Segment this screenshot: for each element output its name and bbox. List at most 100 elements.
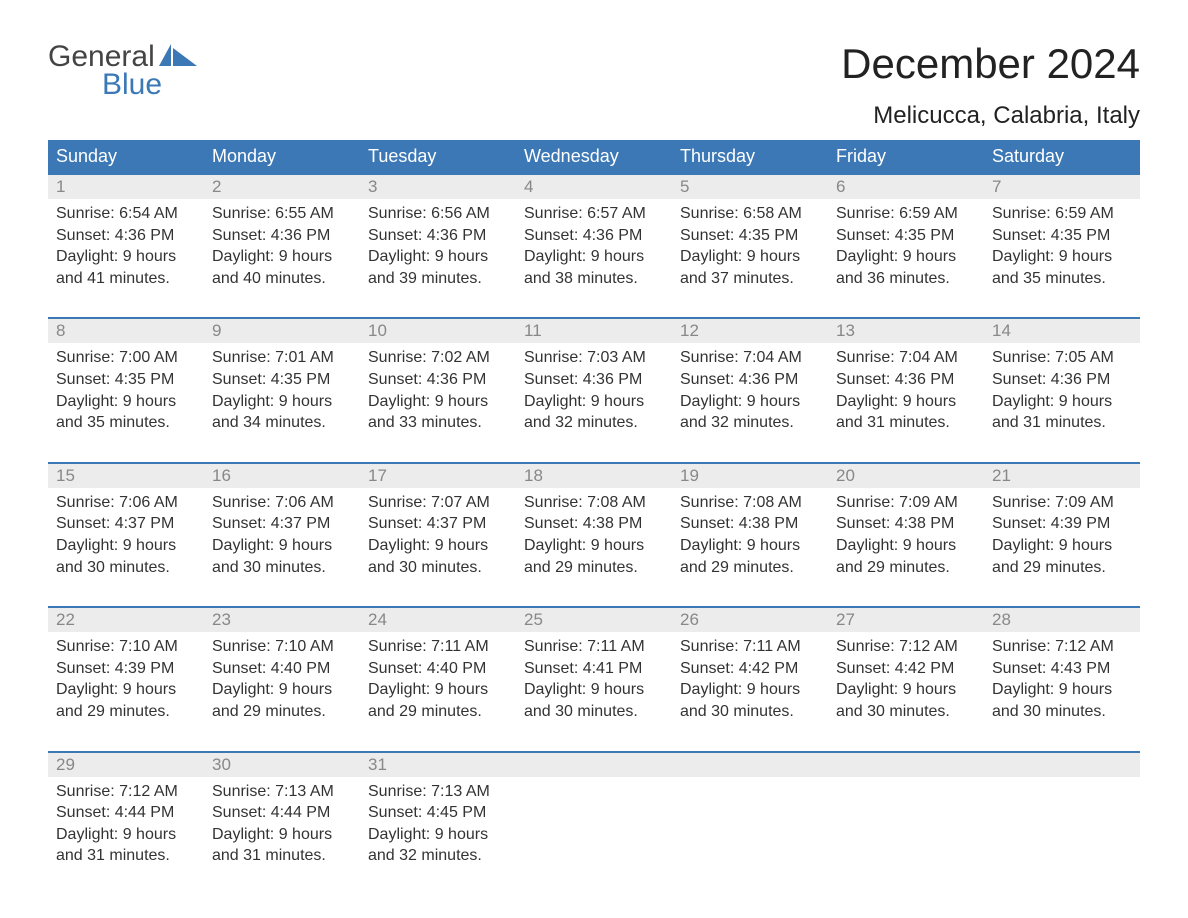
sunset-line: Sunset: 4:36 PM (680, 369, 820, 391)
day-cell: Sunrise: 7:06 AMSunset: 4:37 PMDaylight:… (48, 488, 204, 588)
day-number: 4 (516, 175, 672, 199)
day-number (828, 753, 984, 777)
day-cell (984, 777, 1140, 877)
sunrise-line: Sunrise: 6:55 AM (212, 203, 352, 225)
daylight-line-2: and 31 minutes. (212, 845, 352, 867)
sunset-line: Sunset: 4:37 PM (56, 513, 196, 535)
daynum-row: 891011121314 (48, 319, 1140, 343)
day-number: 29 (48, 753, 204, 777)
day-cell: Sunrise: 7:01 AMSunset: 4:35 PMDaylight:… (204, 343, 360, 443)
day-cell: Sunrise: 7:02 AMSunset: 4:36 PMDaylight:… (360, 343, 516, 443)
day-number: 11 (516, 319, 672, 343)
day-number: 18 (516, 464, 672, 488)
sunset-line: Sunset: 4:35 PM (992, 225, 1132, 247)
daylight-line-1: Daylight: 9 hours (56, 535, 196, 557)
daylight-line-2: and 32 minutes. (680, 412, 820, 434)
daylight-line-1: Daylight: 9 hours (56, 246, 196, 268)
sunset-line: Sunset: 4:35 PM (56, 369, 196, 391)
sunrise-line: Sunrise: 7:04 AM (836, 347, 976, 369)
daylight-line-2: and 30 minutes. (368, 557, 508, 579)
week-row: 15161718192021Sunrise: 7:06 AMSunset: 4:… (48, 462, 1140, 588)
sunset-line: Sunset: 4:42 PM (680, 658, 820, 680)
day-cell: Sunrise: 7:10 AMSunset: 4:40 PMDaylight:… (204, 632, 360, 732)
daylight-line-1: Daylight: 9 hours (56, 679, 196, 701)
day-cell: Sunrise: 7:07 AMSunset: 4:37 PMDaylight:… (360, 488, 516, 588)
sunrise-line: Sunrise: 7:12 AM (836, 636, 976, 658)
sunset-line: Sunset: 4:36 PM (212, 225, 352, 247)
day-cell: Sunrise: 7:04 AMSunset: 4:36 PMDaylight:… (828, 343, 984, 443)
sunset-line: Sunset: 4:36 PM (368, 369, 508, 391)
sunrise-line: Sunrise: 7:10 AM (212, 636, 352, 658)
daylight-line-1: Daylight: 9 hours (56, 391, 196, 413)
daylight-line-1: Daylight: 9 hours (992, 535, 1132, 557)
daylight-line-1: Daylight: 9 hours (368, 535, 508, 557)
day-cell: Sunrise: 6:58 AMSunset: 4:35 PMDaylight:… (672, 199, 828, 299)
day-number: 6 (828, 175, 984, 199)
weekday-monday: Monday (204, 140, 360, 173)
daylight-line-2: and 33 minutes. (368, 412, 508, 434)
daylight-line-1: Daylight: 9 hours (524, 679, 664, 701)
week-row: 891011121314Sunrise: 7:00 AMSunset: 4:35… (48, 317, 1140, 443)
day-number: 7 (984, 175, 1140, 199)
daylight-line-2: and 30 minutes. (212, 557, 352, 579)
day-number: 8 (48, 319, 204, 343)
daylight-line-2: and 40 minutes. (212, 268, 352, 290)
day-number: 9 (204, 319, 360, 343)
sunset-line: Sunset: 4:44 PM (212, 802, 352, 824)
day-number: 1 (48, 175, 204, 199)
daylight-line-2: and 30 minutes. (836, 701, 976, 723)
day-number (984, 753, 1140, 777)
daynum-row: 15161718192021 (48, 464, 1140, 488)
sunrise-line: Sunrise: 7:11 AM (368, 636, 508, 658)
weekday-tuesday: Tuesday (360, 140, 516, 173)
weekday-wednesday: Wednesday (516, 140, 672, 173)
day-cell: Sunrise: 7:12 AMSunset: 4:43 PMDaylight:… (984, 632, 1140, 732)
sunset-line: Sunset: 4:36 PM (992, 369, 1132, 391)
daylight-line-2: and 30 minutes. (56, 557, 196, 579)
daylight-line-2: and 31 minutes. (56, 845, 196, 867)
daylight-line-2: and 29 minutes. (524, 557, 664, 579)
sunrise-line: Sunrise: 7:11 AM (680, 636, 820, 658)
day-cell: Sunrise: 7:12 AMSunset: 4:44 PMDaylight:… (48, 777, 204, 877)
day-cell: Sunrise: 7:11 AMSunset: 4:40 PMDaylight:… (360, 632, 516, 732)
day-number: 22 (48, 608, 204, 632)
day-number (516, 753, 672, 777)
day-cell: Sunrise: 6:55 AMSunset: 4:36 PMDaylight:… (204, 199, 360, 299)
day-cell (828, 777, 984, 877)
day-number: 17 (360, 464, 516, 488)
sunset-line: Sunset: 4:36 PM (524, 369, 664, 391)
sunrise-line: Sunrise: 6:54 AM (56, 203, 196, 225)
daylight-line-2: and 30 minutes. (524, 701, 664, 723)
daylight-line-1: Daylight: 9 hours (836, 679, 976, 701)
sunrise-line: Sunrise: 6:59 AM (992, 203, 1132, 225)
day-cell: Sunrise: 7:08 AMSunset: 4:38 PMDaylight:… (672, 488, 828, 588)
day-cell: Sunrise: 7:05 AMSunset: 4:36 PMDaylight:… (984, 343, 1140, 443)
daylight-line-2: and 29 minutes. (836, 557, 976, 579)
day-number (672, 753, 828, 777)
sunset-line: Sunset: 4:35 PM (836, 225, 976, 247)
sunrise-line: Sunrise: 7:02 AM (368, 347, 508, 369)
daylight-line-2: and 36 minutes. (836, 268, 976, 290)
day-number: 13 (828, 319, 984, 343)
daylight-line-2: and 32 minutes. (524, 412, 664, 434)
weekday-header: SundayMondayTuesdayWednesdayThursdayFrid… (48, 140, 1140, 173)
day-cell: Sunrise: 7:11 AMSunset: 4:41 PMDaylight:… (516, 632, 672, 732)
daylight-line-1: Daylight: 9 hours (992, 391, 1132, 413)
sunset-line: Sunset: 4:36 PM (56, 225, 196, 247)
daylight-line-2: and 41 minutes. (56, 268, 196, 290)
daylight-line-1: Daylight: 9 hours (680, 246, 820, 268)
weekday-sunday: Sunday (48, 140, 204, 173)
daylight-line-2: and 29 minutes. (368, 701, 508, 723)
sunrise-line: Sunrise: 7:06 AM (56, 492, 196, 514)
sunset-line: Sunset: 4:43 PM (992, 658, 1132, 680)
daylight-line-1: Daylight: 9 hours (56, 824, 196, 846)
daylight-line-1: Daylight: 9 hours (212, 824, 352, 846)
daylight-line-1: Daylight: 9 hours (524, 391, 664, 413)
sunrise-line: Sunrise: 7:13 AM (212, 781, 352, 803)
daylight-line-1: Daylight: 9 hours (680, 535, 820, 557)
daylight-line-2: and 37 minutes. (680, 268, 820, 290)
sunrise-line: Sunrise: 7:03 AM (524, 347, 664, 369)
weekday-thursday: Thursday (672, 140, 828, 173)
daylight-line-1: Daylight: 9 hours (212, 679, 352, 701)
day-number: 27 (828, 608, 984, 632)
